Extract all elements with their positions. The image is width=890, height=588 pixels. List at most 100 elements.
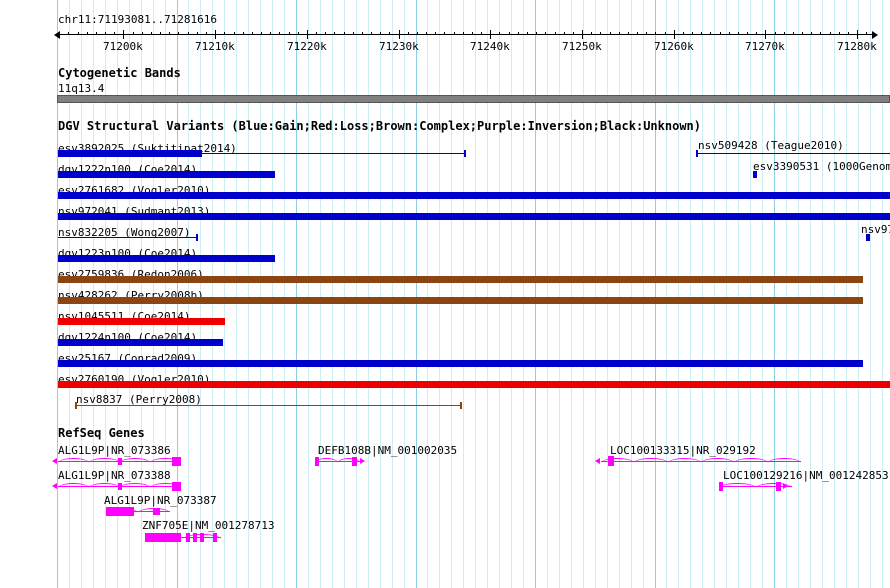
ruler-minor-tick (279, 32, 280, 35)
dgv-feature-label: nsv972041 (Sudmant2013) (58, 205, 211, 218)
dgv-feature-label: esv25167 (Conrad2009) (58, 352, 198, 365)
dgv-feature-bar[interactable] (866, 234, 870, 241)
dgv-feature-label: nsv97 (861, 223, 890, 236)
dgv-feature-bar[interactable] (58, 381, 890, 388)
gene-row[interactable] (0, 0, 890, 1)
ruler-major-tick (123, 30, 124, 39)
dgv-feature-bar[interactable] (58, 339, 223, 346)
gene-exon[interactable] (315, 456, 319, 466)
dgv-feature-label: esv2759836 (Redon2006) (58, 268, 204, 281)
dgv-feature-bar[interactable] (58, 297, 863, 304)
dgv-feature-bar[interactable] (58, 171, 275, 178)
cytoband-bar[interactable] (57, 95, 890, 103)
ruler-minor-tick (784, 32, 785, 35)
ruler-minor-tick (325, 32, 326, 35)
dgv-feature-bar[interactable] (58, 318, 225, 325)
dgv-feature-start-cap (696, 150, 698, 157)
ruler-minor-tick (830, 32, 831, 35)
ruler-minor-tick (105, 32, 106, 35)
gene-strand-arrow-left-icon (52, 483, 57, 489)
ruler-minor-tick (692, 32, 693, 35)
gene-exon[interactable] (608, 456, 614, 466)
ruler-minor-tick (509, 32, 510, 35)
ruler-minor-tick (188, 32, 189, 35)
ruler-minor-tick (738, 32, 739, 35)
ruler-minor-tick (87, 32, 88, 35)
gene-intron-arc (88, 458, 120, 463)
ruler-axis (60, 34, 872, 35)
gene-exon[interactable] (145, 532, 181, 542)
gene-exon[interactable] (200, 532, 204, 542)
ruler-minor-tick (710, 32, 711, 35)
ruler-minor-tick (252, 32, 253, 35)
ruler-major-tick (765, 30, 766, 39)
refseq-genes-title: RefSeq Genes (58, 426, 145, 440)
dgv-feature-bar[interactable] (58, 276, 863, 283)
ruler-major-tick (490, 30, 491, 39)
ruler-major-tick (215, 30, 216, 39)
ruler-major-tick (307, 30, 308, 39)
ruler-minor-tick (665, 32, 666, 35)
gene-strand-arrow-right-icon (360, 458, 365, 464)
ruler-minor-tick (261, 32, 262, 35)
ruler-tick-label: 71220k (287, 40, 327, 53)
dgv-feature-label: dgv1224n100 (Coe2014) (58, 331, 198, 344)
ruler-minor-tick (435, 32, 436, 35)
gene-exon[interactable] (118, 457, 122, 465)
ruler-minor-tick (527, 32, 528, 35)
ruler-major-tick (857, 30, 858, 39)
gene-exon[interactable] (719, 481, 723, 491)
gene-exon[interactable] (172, 456, 181, 466)
ruler-major-tick (582, 30, 583, 39)
dgv-feature-label: nsv509428 (Teague2010) (698, 139, 844, 152)
gene-exon[interactable] (193, 532, 197, 542)
gene-exon[interactable] (213, 532, 217, 542)
dgv-feature-bar[interactable] (58, 192, 890, 199)
dgv-feature-bar[interactable] (753, 171, 757, 178)
gene-intron-arc (150, 458, 181, 463)
dgv-feature-label: esv3892025 (Suktitipat2014) (58, 142, 237, 155)
ruler-minor-tick (371, 32, 372, 35)
ruler-minor-tick (96, 32, 97, 35)
ruler-minor-tick (380, 32, 381, 35)
ruler-minor-tick (683, 32, 684, 35)
ruler-minor-tick (637, 32, 638, 35)
ruler-minor-tick (747, 32, 748, 35)
ruler-minor-tick (775, 32, 776, 35)
dgv-feature-bar[interactable] (58, 255, 275, 262)
ruler-major-tick (674, 30, 675, 39)
gene-intron-arc (667, 458, 701, 463)
gene-exon[interactable] (118, 482, 122, 490)
dgv-feature-bar[interactable] (58, 213, 890, 220)
dgv-feature-label: dgv1223n100 (Coe2014) (58, 247, 198, 260)
gene-strand-arrow-left-icon (52, 458, 57, 464)
gene-intron-arc (719, 483, 756, 488)
dgv-feature-bar[interactable] (75, 405, 462, 406)
ruler-minor-tick (334, 32, 335, 35)
ruler-minor-tick (151, 32, 152, 35)
dgv-feature-end-cap (464, 150, 466, 157)
ruler-minor-tick (701, 32, 702, 35)
ruler-tick-label: 71210k (195, 40, 235, 53)
ruler-minor-tick (344, 32, 345, 35)
gene-intron-arc (315, 458, 338, 463)
ruler-tick-label: 71270k (745, 40, 785, 53)
ruler-tick-label: 71260k (654, 40, 694, 53)
dgv-feature-bar[interactable] (58, 150, 202, 157)
ruler-minor-tick (389, 32, 390, 35)
ruler-minor-tick (628, 32, 629, 35)
gene-exon[interactable] (172, 481, 181, 491)
gene-label: ZNF705E|NM_001278713 (142, 519, 275, 532)
gene-exon[interactable] (106, 506, 134, 516)
ruler-minor-tick (555, 32, 556, 35)
dgv-feature-bar[interactable] (696, 153, 890, 154)
ruler-minor-tick (114, 32, 115, 35)
gene-exon[interactable] (352, 456, 357, 466)
dgv-feature-bar[interactable] (58, 237, 198, 238)
gene-exon[interactable] (186, 532, 190, 542)
gene-intron-arc (701, 458, 735, 463)
dgv-feature-end-cap (196, 234, 198, 241)
gene-exon[interactable] (153, 507, 160, 515)
dgv-feature-bar[interactable] (58, 360, 863, 367)
gene-exon[interactable] (776, 481, 781, 491)
